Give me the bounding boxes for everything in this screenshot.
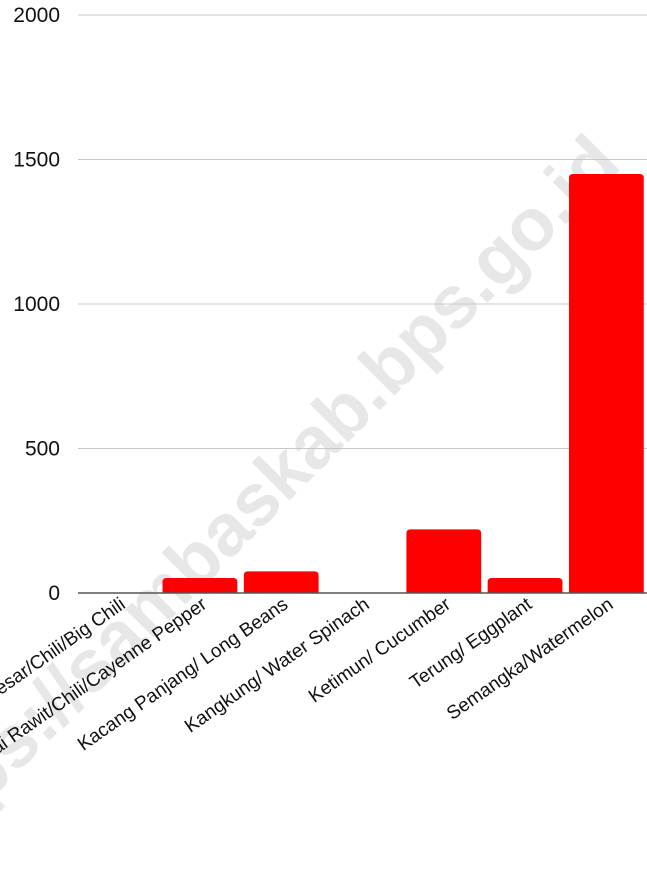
bar [243, 571, 319, 593]
bar [568, 173, 644, 593]
y-tick-label: 500 [25, 438, 60, 461]
bars [162, 173, 644, 593]
bar [487, 577, 563, 593]
y-axis-ticks: 0 500 1000 1500 2000 [13, 4, 60, 605]
y-tick-label: 2000 [13, 4, 60, 27]
watermark: https://sambaskab.bps.go.id [0, 119, 635, 876]
x-tick-label: Ketimun/ Cucumber [305, 594, 455, 708]
watermark-text: https://sambaskab.bps.go.id [0, 119, 635, 876]
gridlines [78, 14, 647, 449]
y-tick-label: 1500 [13, 149, 60, 172]
y-tick-label: 0 [48, 582, 60, 605]
bar [406, 529, 482, 593]
y-tick-label: 1000 [13, 293, 60, 316]
bar [162, 577, 238, 593]
